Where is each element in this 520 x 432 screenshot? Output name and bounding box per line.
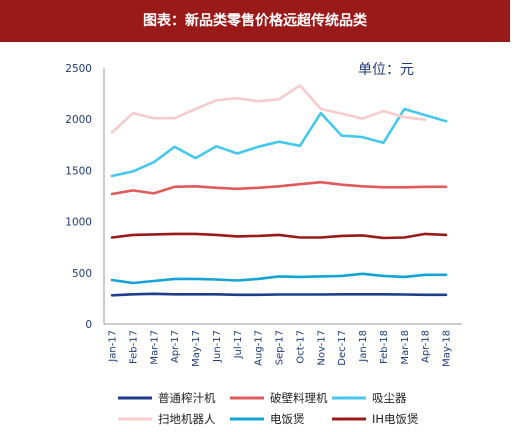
y-tick-label: 1000 [65, 217, 92, 229]
y-tick-label: 2000 [65, 114, 92, 126]
series-lines [110, 84, 448, 297]
x-tick-label: Mar-17 [149, 330, 160, 365]
x-tick-label: Oct-17 [295, 330, 306, 364]
legend-label: 扫地机器人 [158, 412, 216, 426]
x-tick-label: Feb-17 [128, 330, 139, 364]
y-tick-label: 0 [85, 319, 92, 331]
series-line-4 [110, 84, 427, 134]
legend-label: 吸尘器 [372, 391, 407, 405]
series-line-1 [110, 292, 448, 297]
legend-label: 普通榨汁机 [158, 391, 216, 405]
chart-title: 图表：新品类零售价格远超传统品类 [0, 0, 510, 42]
x-tick-label: Jan-18 [358, 330, 369, 363]
x-tick-label: Apr-17 [170, 330, 181, 363]
series-line-3 [110, 107, 448, 178]
y-tick-labels: 0 500 1000 1500 2000 2500 [65, 63, 92, 331]
legend-label: IH电饭煲 [372, 412, 419, 426]
x-tick-label: Jun-17 [212, 330, 223, 363]
x-tick-label: Nov-17 [316, 330, 327, 366]
x-tick-label: Jan-17 [108, 330, 119, 363]
y-tick-label: 1500 [65, 165, 92, 177]
x-tick-label: May-17 [191, 330, 202, 367]
y-tick-label: 500 [72, 268, 92, 280]
x-tick-label: May-18 [442, 330, 453, 367]
x-tick-labels: Jan-17 Feb-17 Mar-17 Apr-17 May-17 Jun-17 Jul-… [108, 330, 453, 367]
unit-label: 单位：元 [358, 62, 414, 78]
x-tick-label: Aug-17 [254, 330, 265, 366]
x-tick-label: Mar-18 [400, 330, 411, 365]
series-line-6 [110, 232, 448, 240]
x-tick-label: Apr-18 [421, 330, 432, 363]
x-tick-label: Dec-17 [337, 330, 348, 366]
x-tick-label: Sep-17 [275, 330, 286, 365]
y-tick-label: 2500 [65, 63, 92, 75]
axes [103, 68, 462, 325]
x-tick-label: Jul-17 [233, 330, 244, 359]
legend-label: 破壁料理机 [270, 391, 328, 405]
legend-label: 电饭煲 [270, 412, 305, 426]
x-tick-label: Feb-18 [379, 330, 390, 364]
series-line-2 [110, 180, 448, 196]
series-line-5 [110, 272, 448, 285]
